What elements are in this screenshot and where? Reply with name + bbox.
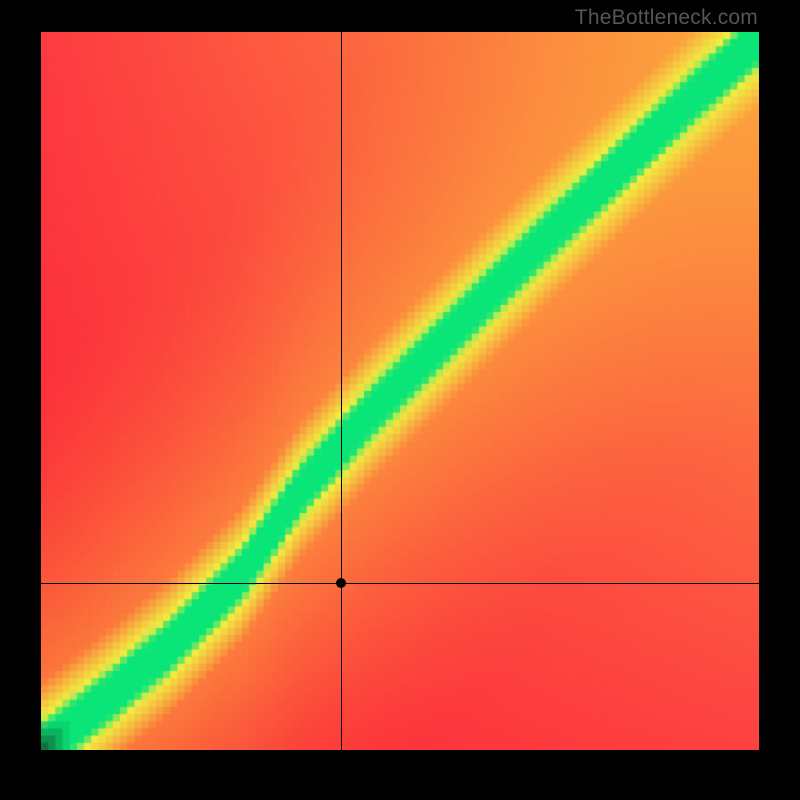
crosshair-dot <box>336 578 346 588</box>
watermark-text: TheBottleneck.com <box>575 6 758 30</box>
heatmap-plot <box>41 32 759 750</box>
crosshair-vertical <box>341 32 342 750</box>
heatmap-canvas <box>41 32 759 750</box>
crosshair-horizontal <box>41 583 759 584</box>
